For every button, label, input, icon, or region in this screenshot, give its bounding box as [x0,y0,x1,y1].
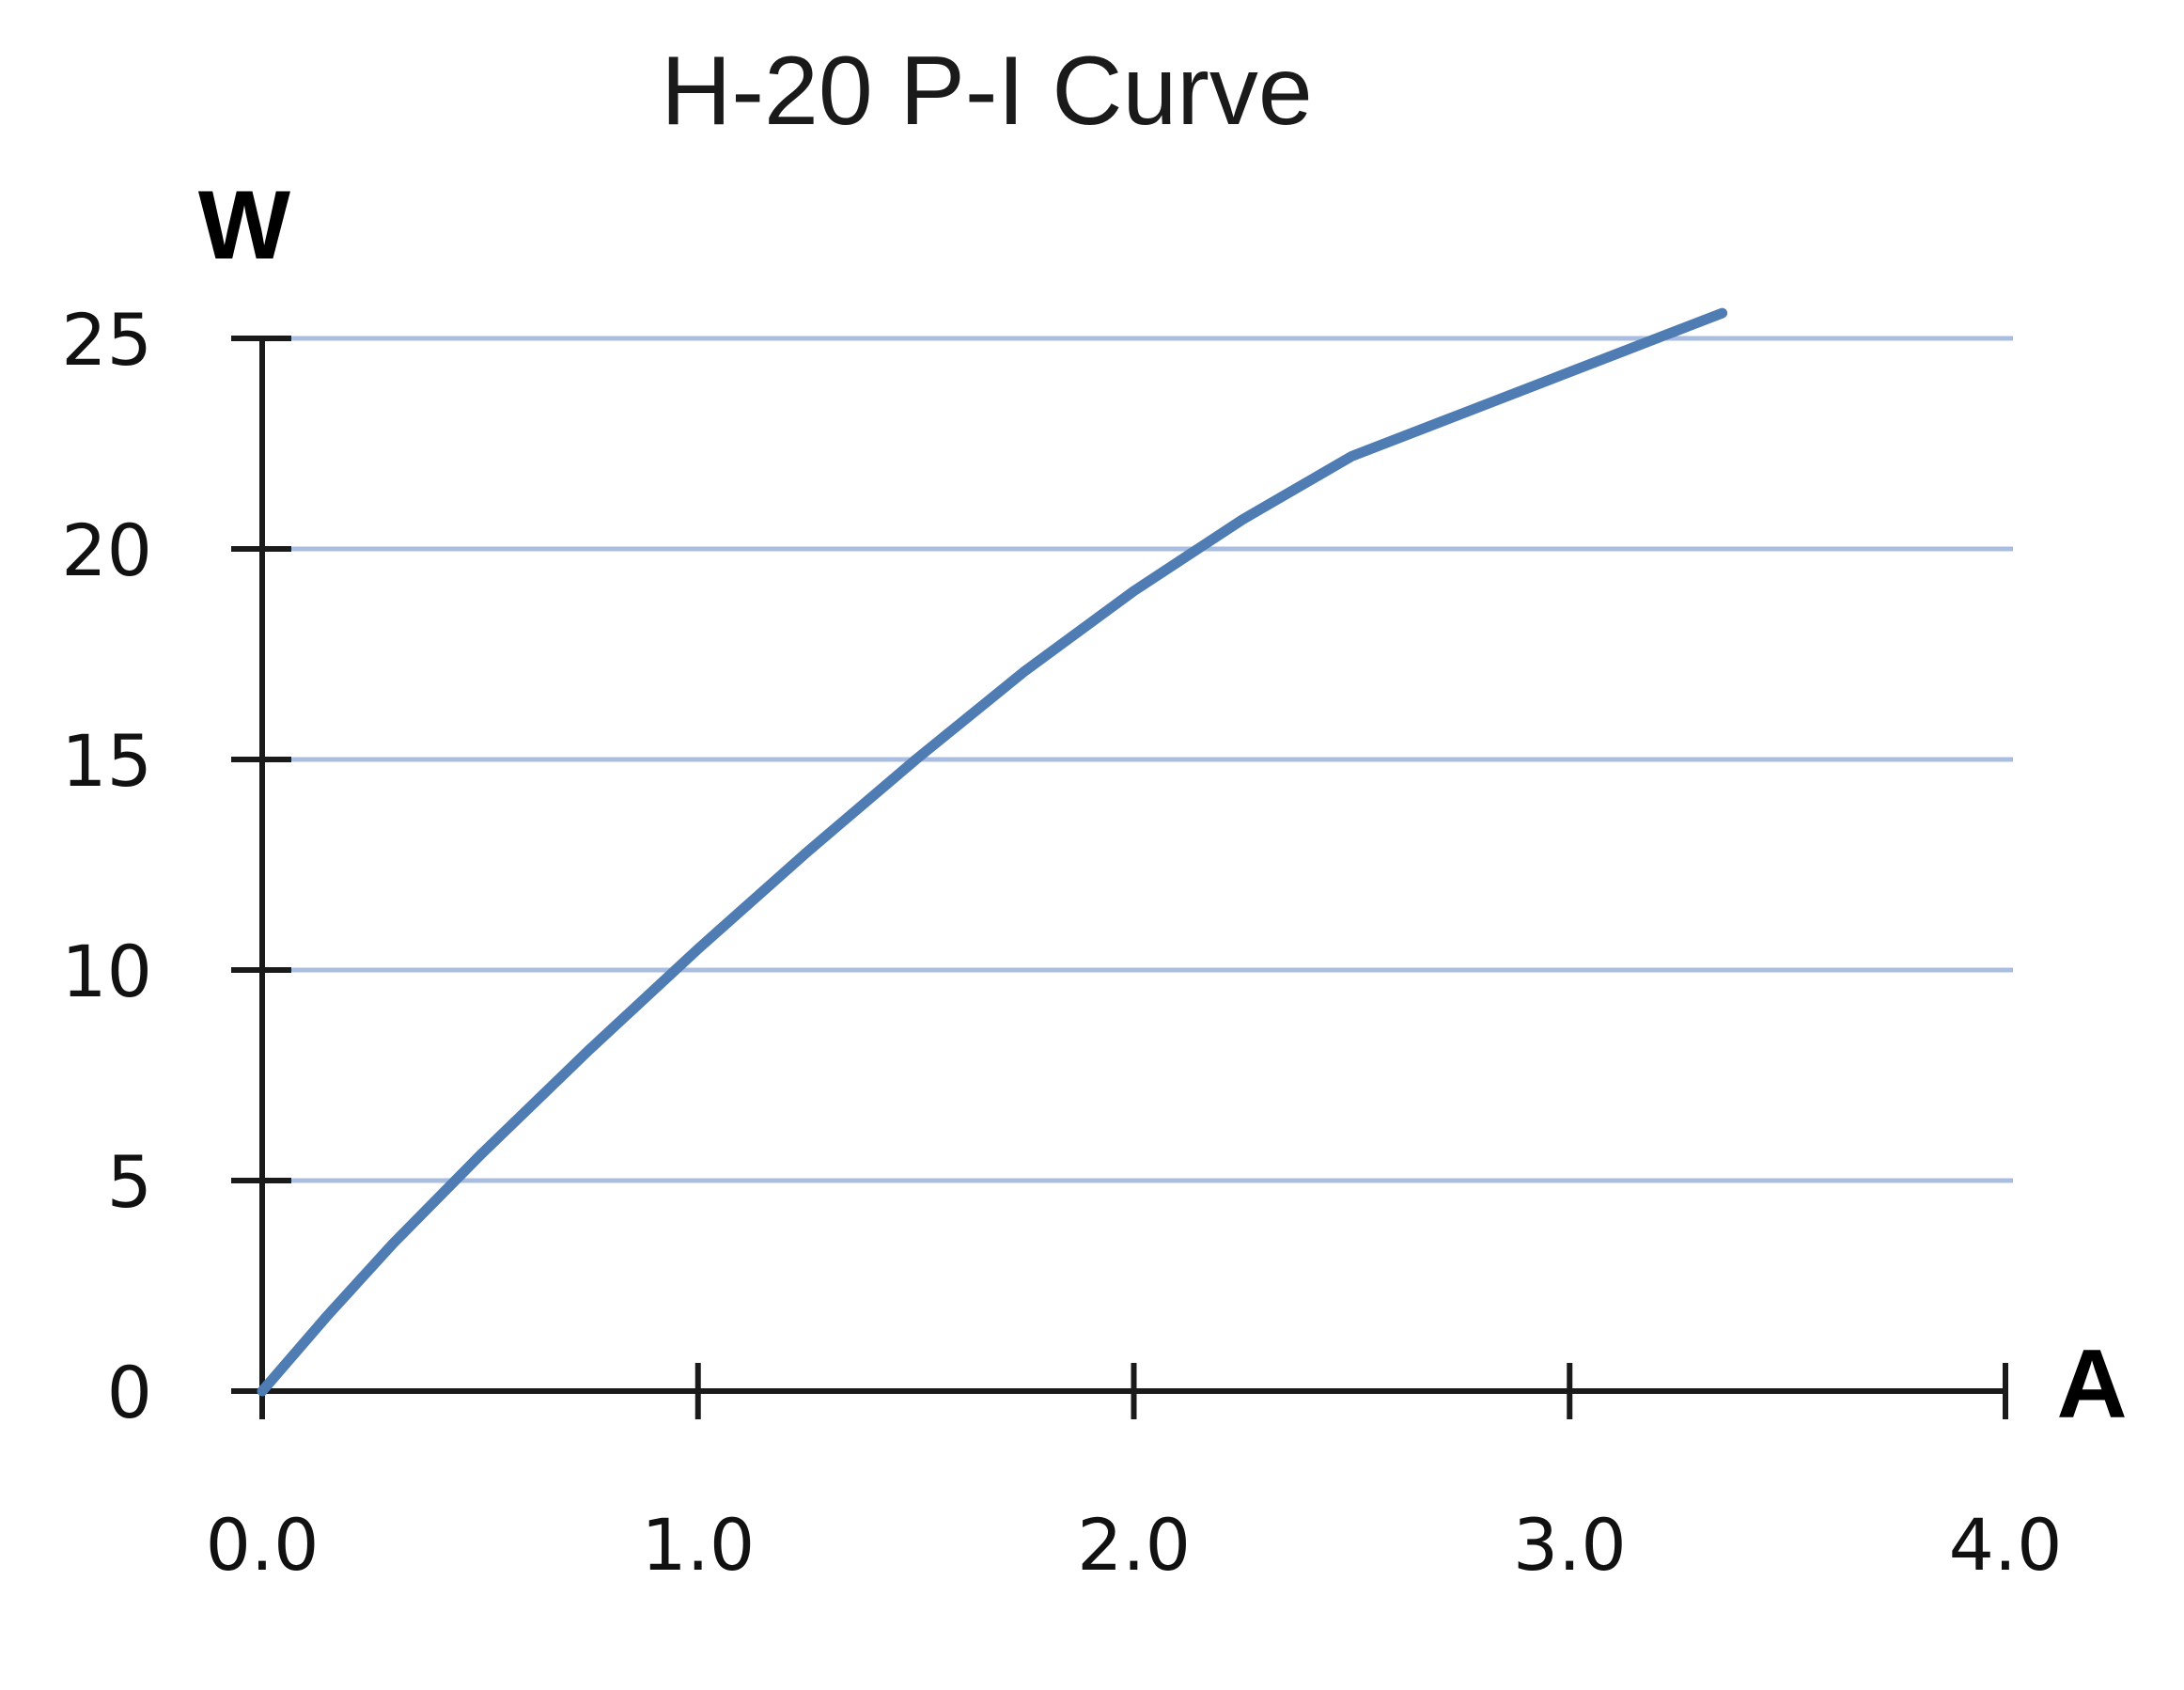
x-tick-label: 2.0 [1077,1503,1191,1587]
x-tick-label: 0.0 [206,1503,320,1587]
x-tick-label: 3.0 [1513,1503,1627,1587]
x-tick-label: 1.0 [641,1503,755,1587]
x-axis-label: A [2056,1330,2127,1439]
y-tick-label: 10 [61,930,152,1013]
x-tick-label: 4.0 [1949,1503,2063,1587]
y-tick-label: 15 [61,719,152,803]
y-tick-label: 5 [107,1140,152,1224]
y-tick-label: 25 [61,298,152,382]
y-tick-label: 20 [61,509,152,592]
series-layer [257,307,1728,1397]
gridlines [262,336,2013,1183]
tick-labels: 0 5 10 15 20 25 0.0 1.0 2.0 3.0 4.0 [61,298,2062,1587]
series-line [257,307,1728,1397]
y-axis-label: W [198,171,291,280]
chart-title: H-20 P-I Curve [661,37,1313,146]
axes [231,336,2008,1419]
y-tick-label: 0 [107,1351,152,1434]
